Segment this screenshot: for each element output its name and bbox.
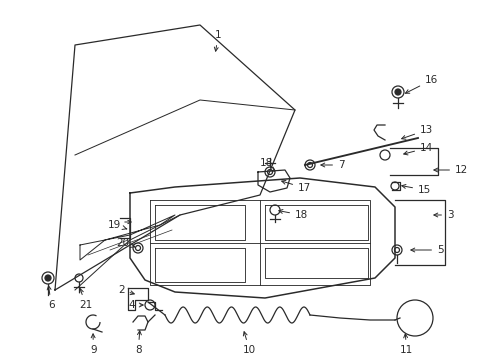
Text: 8: 8 xyxy=(135,331,142,355)
Text: 11: 11 xyxy=(399,334,412,355)
Text: 17: 17 xyxy=(281,180,311,193)
Text: 16: 16 xyxy=(405,75,437,93)
Text: 1: 1 xyxy=(214,30,221,51)
Text: 6: 6 xyxy=(47,286,55,310)
Circle shape xyxy=(45,275,51,281)
Text: 10: 10 xyxy=(243,332,256,355)
Text: 19: 19 xyxy=(108,220,126,230)
Text: 18: 18 xyxy=(278,210,307,220)
Text: 2: 2 xyxy=(118,285,134,295)
Text: 18: 18 xyxy=(260,158,274,171)
Text: 12: 12 xyxy=(433,165,468,175)
Text: 15: 15 xyxy=(401,185,430,195)
Text: 13: 13 xyxy=(401,125,432,139)
Text: 7: 7 xyxy=(320,160,344,170)
Text: 14: 14 xyxy=(403,143,432,155)
Text: 3: 3 xyxy=(433,210,453,220)
Text: 21: 21 xyxy=(79,289,92,310)
Text: 9: 9 xyxy=(90,334,97,355)
Text: 4: 4 xyxy=(128,300,143,310)
Text: 5: 5 xyxy=(410,245,443,255)
Circle shape xyxy=(394,89,400,95)
Text: 20: 20 xyxy=(116,238,134,248)
